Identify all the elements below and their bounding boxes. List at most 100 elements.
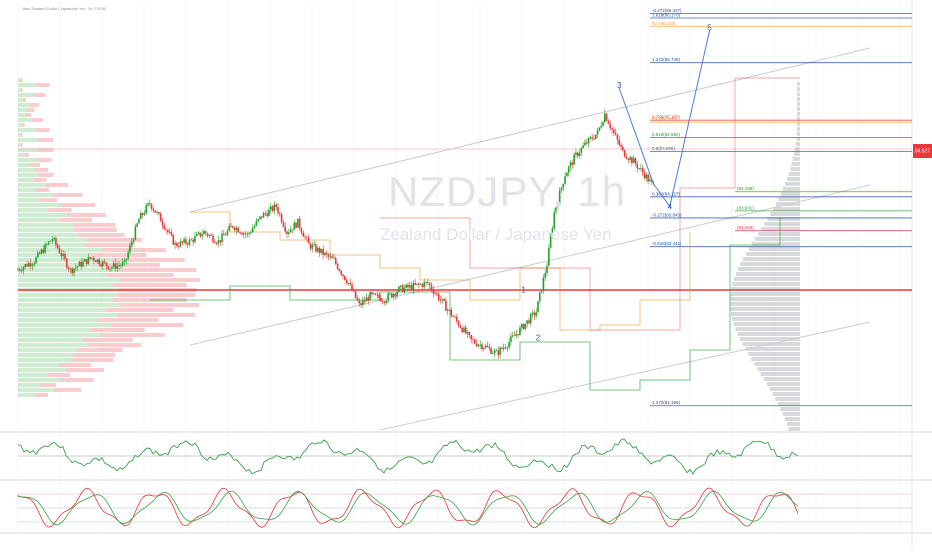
- profile-bar-up-23: [18, 193, 55, 197]
- price-marker-box: [913, 144, 932, 158]
- candle-body-308: [573, 154, 575, 165]
- candle-body-250: [468, 332, 471, 335]
- candle-body-322: [598, 127, 601, 131]
- profile-bar-up-25: [18, 203, 62, 207]
- candle-body-60: [125, 258, 128, 261]
- candle-body-272: [508, 341, 510, 348]
- candle-body-311: [578, 152, 581, 156]
- candle-body-149: [286, 231, 288, 234]
- profile-bar-up-6: [18, 108, 28, 112]
- profile-bar-down-2: [20, 88, 23, 92]
- candle-body-325: [604, 113, 606, 123]
- profile-right-bar-30: [758, 232, 800, 236]
- candle-body-230: [432, 289, 435, 294]
- profile-right-bar-68: [786, 422, 800, 426]
- candle-body-142: [273, 204, 276, 211]
- candle-body-266: [497, 350, 500, 355]
- profile-bar-up-10: [18, 128, 36, 132]
- candle-body-33: [76, 266, 79, 268]
- candle-body-276: [515, 334, 518, 336]
- candle-body-168: [320, 248, 323, 254]
- candle-body-152: [291, 229, 294, 231]
- profile-bar-down-15: [24, 153, 30, 157]
- candle-body-344: [638, 168, 640, 170]
- candle-body-29: [69, 268, 72, 270]
- candle-body-36: [82, 261, 84, 267]
- candle-body-74: [150, 203, 153, 210]
- candle-body-87: [174, 243, 176, 245]
- candle-body-38: [85, 259, 88, 264]
- candle-body-248: [464, 327, 467, 334]
- candle-body-107: [210, 235, 212, 236]
- profile-bar-up-41: [18, 283, 113, 287]
- profile-right-bar-8: [797, 122, 800, 126]
- candle-body-259: [484, 345, 487, 349]
- wave-label-1: 1: [521, 286, 526, 295]
- candle-body-205: [387, 293, 389, 301]
- candle-body-304: [566, 172, 568, 177]
- candle-body-223: [419, 284, 422, 285]
- profile-bar-down-36: [111, 258, 185, 262]
- profile-right-bar-31: [754, 237, 800, 241]
- profile-bar-up-35: [18, 253, 91, 257]
- candle-body-289: [539, 292, 541, 302]
- candle-body-120: [233, 227, 236, 231]
- elliott-wave-projection: [618, 30, 711, 208]
- profile-bar-down-1: [35, 83, 50, 87]
- candle-body-46: [100, 264, 102, 267]
- profile-bar-down-9: [21, 123, 25, 127]
- watermark-symbol: NZDJPY, 1h: [388, 168, 626, 215]
- candle-body-92: [183, 239, 185, 243]
- candle-body-66: [136, 223, 138, 227]
- candle-body-71: [145, 205, 147, 214]
- profile-right-bar-42: [730, 292, 800, 296]
- candle-body-22: [56, 244, 59, 249]
- candle-body-323: [600, 125, 602, 128]
- candle-body-206: [389, 293, 391, 295]
- candle-body-281: [524, 323, 527, 330]
- candle-body-90: [179, 241, 182, 247]
- candle-body-235: [441, 298, 444, 301]
- candle-body-15: [44, 244, 46, 253]
- candle-body-203: [383, 301, 386, 303]
- candle-body-162: [309, 243, 312, 249]
- candle-body-327: [607, 120, 610, 125]
- profile-right-bar-38: [735, 272, 800, 276]
- profile-right-bar-40: [732, 282, 800, 286]
- profile-bar-up-17: [18, 163, 31, 167]
- stoch-pane: [17, 487, 912, 529]
- candle-body-233: [437, 294, 440, 300]
- candle-body-290: [540, 290, 543, 293]
- profile-right-bar-34: [745, 252, 800, 256]
- profile-right-bar-63: [775, 397, 800, 401]
- candle-body-218: [410, 285, 413, 290]
- chart-title: New Zealand Dollar / Japanese Yen, 1h, F…: [22, 6, 106, 11]
- pivot-step-orange: [190, 211, 691, 331]
- candle-body-43: [94, 260, 97, 263]
- profile-bar-up-14: [18, 148, 39, 152]
- profile-right-bar-2: [797, 92, 800, 96]
- candle-body-180: [342, 274, 344, 276]
- candle-body-252: [472, 339, 474, 341]
- fib-label-12: (83.668): [737, 225, 754, 230]
- profile-right-bar-33: [748, 247, 800, 251]
- candle-body-300: [558, 190, 561, 204]
- profile-right-bar-22: [780, 192, 800, 196]
- candle-body-237: [445, 300, 447, 311]
- candle-body-172: [327, 254, 330, 257]
- profile-bar-up-44: [18, 298, 113, 302]
- profile-bar-down-50: [89, 328, 145, 332]
- candle-body-257: [481, 344, 483, 350]
- profile-right-bar-9: [797, 127, 800, 131]
- candle-body-178: [338, 268, 341, 272]
- candle-body-3: [22, 267, 25, 271]
- profile-right-bar-61: [769, 387, 800, 391]
- candle-body-73: [149, 203, 151, 205]
- profile-bar-up-12: [18, 138, 38, 142]
- candle-body-166: [316, 247, 319, 252]
- candle-body-200: [378, 294, 380, 299]
- fib-label-11: -0.272(83.843): [652, 212, 682, 217]
- candle-body-20: [53, 238, 55, 240]
